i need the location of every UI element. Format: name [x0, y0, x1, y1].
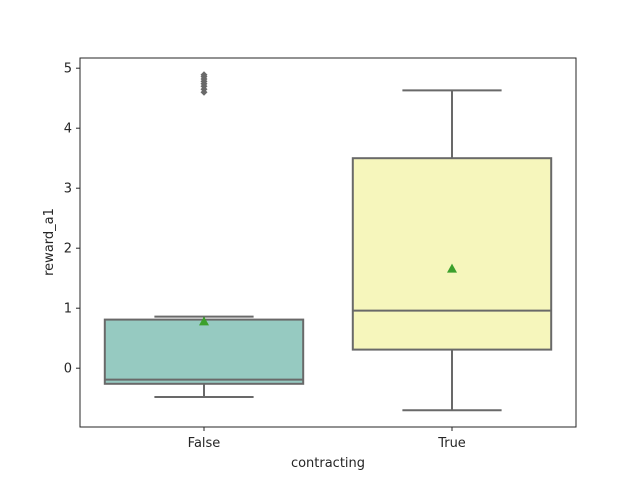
y-tick-label: 0: [64, 362, 72, 377]
y-axis-ticks: 0 1 2 3 4 5: [64, 62, 80, 377]
outlier-point: [200, 71, 208, 79]
box-group-true: [351, 89, 553, 412]
x-tick-label: False: [188, 436, 221, 451]
x-axis-label: contracting: [291, 456, 365, 471]
y-tick-label: 4: [64, 122, 72, 137]
box-iqr: [103, 318, 305, 385]
y-tick-label: 3: [64, 182, 72, 197]
y-tick-label: 5: [64, 62, 72, 77]
mean-marker: [199, 316, 209, 326]
axes-frame: [79, 57, 577, 428]
plot-marks: [103, 71, 553, 412]
mean-marker: [447, 263, 457, 273]
y-axis-label: reward_a1: [42, 208, 57, 276]
y-tick-label: 2: [64, 242, 72, 257]
box-group-false: [103, 71, 305, 398]
box-iqr: [351, 157, 553, 351]
y-tick-label: 1: [64, 302, 72, 317]
x-tick-label: True: [437, 436, 466, 451]
x-axis-ticks: False True: [188, 427, 466, 451]
